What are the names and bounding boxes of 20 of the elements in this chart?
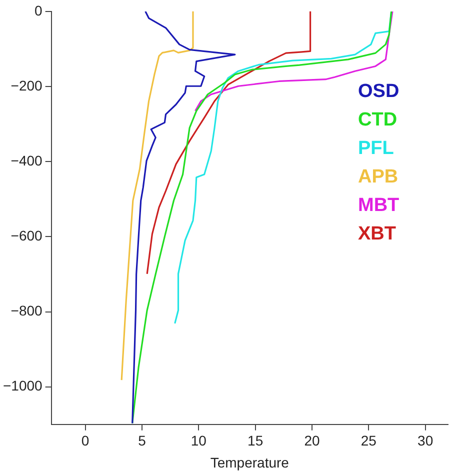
text: APB (358, 166, 398, 188)
x-tick-label: 5 (138, 432, 146, 449)
x-axis-title: Temperature (210, 454, 290, 470)
text: PFL (358, 138, 394, 160)
y-tick-label: −1000 (2, 378, 43, 394)
x-tick-label: 0 (81, 432, 90, 449)
x-tick-label: 10 (190, 432, 207, 449)
x-tick-label: 30 (418, 432, 434, 449)
y-tick-label: 0 (34, 2, 43, 18)
text: CTD (358, 110, 398, 131)
x-tick-label: 20 (304, 432, 320, 449)
y-tick-label: −800 (10, 302, 43, 319)
y-tick-label: −200 (10, 77, 43, 94)
x-tick-label: 15 (248, 432, 264, 449)
x-tick-label: 25 (360, 432, 377, 449)
y-tick-label: −600 (10, 228, 43, 244)
text: XBT (358, 224, 396, 245)
text: MBT (358, 195, 400, 216)
y-tick-label: −400 (10, 152, 43, 168)
text: OSD (358, 81, 400, 102)
